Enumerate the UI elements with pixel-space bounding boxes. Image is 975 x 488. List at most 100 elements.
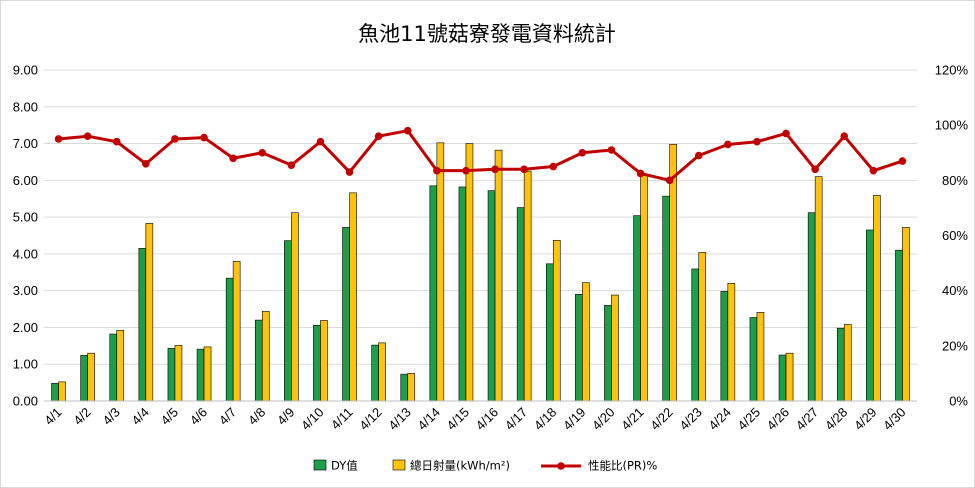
bar-irradiance xyxy=(727,283,736,402)
pr-point xyxy=(403,126,412,135)
bar-dy xyxy=(196,348,205,402)
bar-irradiance xyxy=(465,143,474,402)
y-right-tick-label: 120% xyxy=(935,63,969,78)
bar-dy xyxy=(895,249,903,402)
pr-point xyxy=(258,148,267,157)
bar-irradiance xyxy=(87,352,95,402)
bar-irradiance xyxy=(174,345,183,402)
bar-dy xyxy=(225,277,234,402)
bars xyxy=(51,142,910,402)
bar-irradiance xyxy=(552,239,561,402)
legend-swatch-0 xyxy=(313,459,327,471)
pr-point xyxy=(840,132,849,140)
legend-label-0: DY值 xyxy=(331,459,358,473)
bar-irradiance xyxy=(232,260,241,402)
legend-swatch-1 xyxy=(392,459,406,471)
bar-dy xyxy=(749,317,758,402)
bar-dy xyxy=(284,240,292,402)
pr-point xyxy=(83,132,92,140)
pr-point xyxy=(433,166,441,175)
bar-dy xyxy=(545,263,554,402)
y-left-tick-label: 0.00 xyxy=(13,394,38,409)
legend-label-2: 性能比(PR)% xyxy=(588,459,657,473)
pr-point xyxy=(229,154,237,163)
bar-irradiance xyxy=(873,195,881,402)
pr-series-line xyxy=(58,129,903,182)
pr-point xyxy=(316,137,325,146)
bar-irradiance xyxy=(261,310,270,402)
legend-line-marker xyxy=(557,462,565,470)
bar-dy xyxy=(807,212,816,402)
y-right-tick-label: 0% xyxy=(949,394,968,409)
bar-irradiance xyxy=(58,381,66,402)
y-right-tick-label: 80% xyxy=(942,173,968,188)
bar-dy xyxy=(371,344,379,402)
pr-point xyxy=(112,137,121,146)
y-right-tick-label: 100% xyxy=(935,118,969,133)
bar-dy xyxy=(167,348,176,402)
pr-point xyxy=(694,151,703,160)
y-left-tick-label: 8.00 xyxy=(13,99,38,114)
bar-dy xyxy=(458,186,467,402)
pr-point xyxy=(898,157,907,165)
bar-irradiance xyxy=(436,142,445,402)
y-right-tick-label: 40% xyxy=(942,283,968,298)
pr-point xyxy=(171,135,179,143)
pr-point xyxy=(462,166,470,175)
gridlines xyxy=(44,69,917,365)
pr-line xyxy=(54,126,907,185)
bar-dy xyxy=(109,333,118,402)
y-left-tick-label: 4.00 xyxy=(13,246,38,261)
bar-dy xyxy=(487,190,496,402)
legend-label-1: 總日射量(kWh/m²) xyxy=(410,459,510,473)
bar-irradiance xyxy=(785,352,794,402)
bar-irradiance xyxy=(698,252,707,402)
bar-irradiance xyxy=(494,149,503,402)
y-right-tick-label: 20% xyxy=(942,338,968,353)
bar-dy xyxy=(836,327,845,402)
bar-irradiance xyxy=(116,330,125,402)
pr-point xyxy=(665,176,674,185)
pr-point xyxy=(724,140,732,149)
bar-irradiance xyxy=(523,170,532,402)
bar-dy xyxy=(313,324,321,402)
bar-dy xyxy=(138,248,147,402)
pr-point xyxy=(869,166,878,175)
bar-irradiance xyxy=(640,175,648,402)
bar-irradiance xyxy=(291,212,299,402)
pr-point xyxy=(549,162,558,171)
bar-dy xyxy=(51,383,59,402)
pr-point xyxy=(753,137,761,146)
pr-point xyxy=(636,169,645,178)
y-left-tick-label: 9.00 xyxy=(13,63,38,78)
bar-dy xyxy=(662,195,670,402)
y-right-tick-label: 60% xyxy=(942,228,968,243)
bar-dy xyxy=(604,305,612,402)
y-left-tick-label: 6.00 xyxy=(13,173,38,188)
bar-dy xyxy=(575,294,583,402)
pr-point xyxy=(374,132,383,140)
pr-point xyxy=(54,135,63,143)
pr-point xyxy=(578,148,587,157)
bar-dy xyxy=(633,215,641,402)
bar-irradiance xyxy=(843,324,852,402)
bar-dy xyxy=(429,185,438,402)
y-left-tick-label: 1.00 xyxy=(13,357,38,372)
bar-irradiance xyxy=(582,282,590,402)
bar-irradiance xyxy=(407,373,416,402)
y-left-tick-label: 3.00 xyxy=(13,283,38,298)
bar-irradiance xyxy=(814,176,823,402)
pr-point xyxy=(142,159,150,168)
y-left-tick-label: 5.00 xyxy=(13,210,38,225)
pr-point xyxy=(200,133,208,142)
bar-irradiance xyxy=(756,312,765,402)
pr-point xyxy=(491,165,499,174)
y-left-tick-label: 2.00 xyxy=(13,320,38,335)
y-left-tick-label: 7.00 xyxy=(13,136,38,151)
bar-dy xyxy=(342,227,350,402)
bar-irradiance xyxy=(203,346,212,402)
bar-irradiance xyxy=(320,320,328,402)
legend: DY值 總日射量(kWh/m²) 性能比(PR)% xyxy=(313,459,657,473)
bar-dy xyxy=(866,229,874,402)
bar-irradiance xyxy=(611,294,619,402)
